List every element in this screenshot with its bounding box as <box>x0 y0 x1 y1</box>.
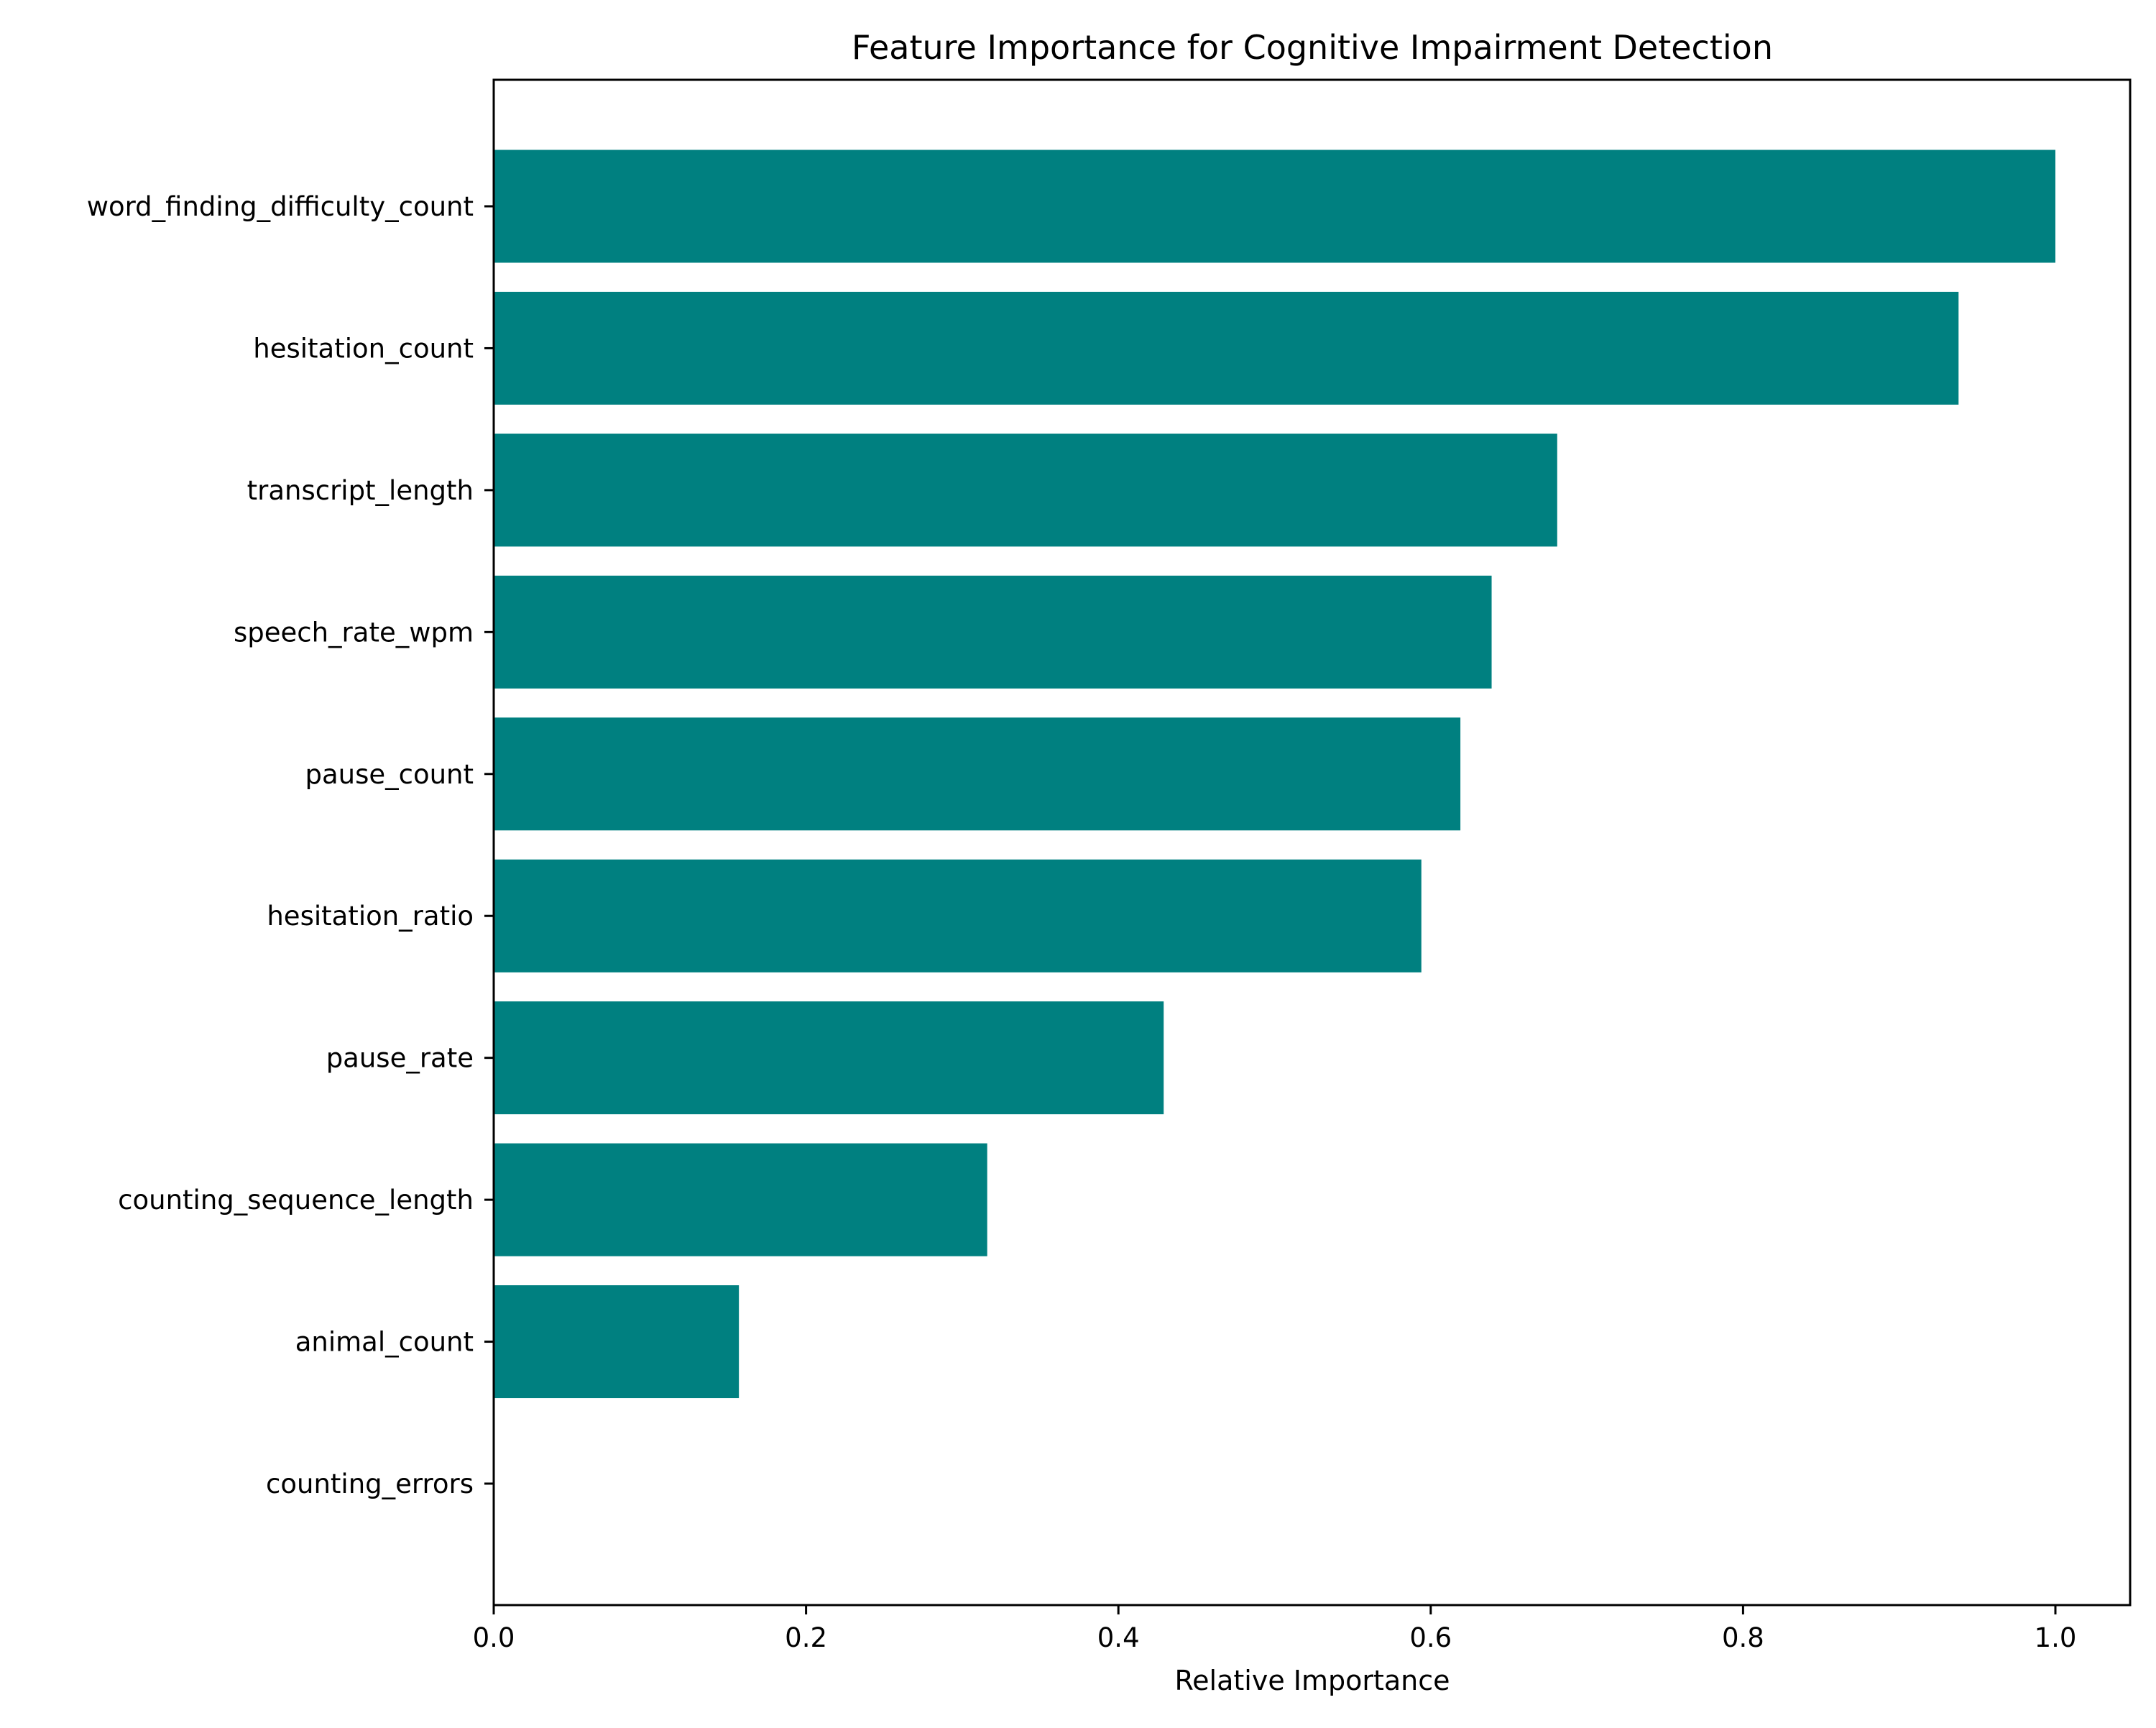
bar-word_finding_difficulty_count <box>494 150 2055 263</box>
bar-pause_rate <box>494 1001 1164 1115</box>
x-tick-label: 0.8 <box>1722 1622 1764 1653</box>
y-tick-label: word_finding_difficulty_count <box>87 191 474 222</box>
y-tick-label: animal_count <box>295 1327 474 1358</box>
bar-counting_sequence_length <box>494 1143 987 1256</box>
x-tick-label: 0.2 <box>785 1622 827 1653</box>
bar-animal_count <box>494 1285 740 1399</box>
x-tick-label: 0.0 <box>473 1622 515 1653</box>
bars-layer <box>494 150 2055 1399</box>
y-tick-label: counting_sequence_length <box>118 1185 474 1215</box>
y-tick-label: pause_rate <box>326 1043 474 1074</box>
y-axis-ticks: word_finding_difficulty_count hesitation_… <box>87 191 494 1499</box>
bar-transcript_length <box>494 433 1557 547</box>
y-tick-label: hesitation_count <box>253 333 474 364</box>
bar-pause_count <box>494 717 1461 831</box>
x-axis-ticks: 0.0 0.2 0.4 0.6 0.8 1.0 <box>473 1605 2077 1653</box>
x-tick-label: 0.4 <box>1097 1622 1140 1653</box>
bar-hesitation_count <box>494 291 1959 405</box>
x-tick-label: 1.0 <box>2035 1622 2077 1653</box>
y-tick-label: transcript_length <box>247 475 474 506</box>
bar-hesitation_ratio <box>494 859 1422 973</box>
x-axis-label: Relative Importance <box>1174 1665 1450 1696</box>
y-tick-label: hesitation_ratio <box>267 901 474 932</box>
chart-title: Feature Importance for Cognitive Impairm… <box>852 28 1773 67</box>
y-tick-label: counting_errors <box>266 1469 474 1499</box>
bar-speech_rate_wpm <box>494 575 1492 689</box>
x-tick-label: 0.6 <box>1409 1622 1452 1653</box>
plot-frame <box>492 78 2132 1607</box>
y-tick-label: speech_rate_wpm <box>234 617 474 648</box>
y-tick-label: pause_count <box>305 759 474 790</box>
